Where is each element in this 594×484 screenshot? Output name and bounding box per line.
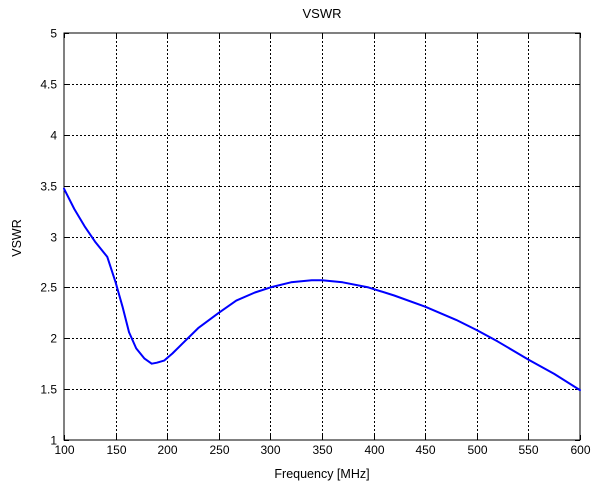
vswr-series-line [63,187,581,392]
x-tick-label: 450 [415,443,435,457]
y-tick-label: 1 [50,434,57,448]
x-tick-labels: 100 150 200 250 300 350 400 450 500 550 600 [54,443,590,457]
y-tick-label: 3.5 [40,180,57,194]
y-tick-label: 1.5 [40,383,57,397]
y-tick-label: 4 [50,129,57,143]
x-tick-label: 100 [54,443,74,457]
x-tick-label: 150 [106,443,126,457]
y-tick-labels: 1 1.5 2 2.5 3 3.5 4 4.5 5 [40,27,57,448]
x-tick-label: 400 [364,443,384,457]
x-tick-label: 250 [209,443,229,457]
axis-ticks [64,33,581,441]
y-tick-label: 3 [50,231,57,245]
y-tick-label: 4.5 [40,78,57,92]
y-tick-label: 5 [50,27,57,41]
x-tick-label: 550 [518,443,538,457]
y-axis-label: VSWR [10,219,24,257]
plot-area [63,32,581,441]
y-tick-label: 2 [50,332,57,346]
x-tick-label: 300 [260,443,280,457]
x-tick-label: 500 [467,443,487,457]
series-layer [63,187,581,392]
x-tick-label: 600 [570,443,590,457]
y-tick-label: 2.5 [40,281,57,295]
x-tick-label: 350 [312,443,332,457]
chart-title: VSWR [303,6,342,21]
x-tick-label: 200 [157,443,177,457]
x-axis-label: Frequency [MHz] [274,467,369,481]
